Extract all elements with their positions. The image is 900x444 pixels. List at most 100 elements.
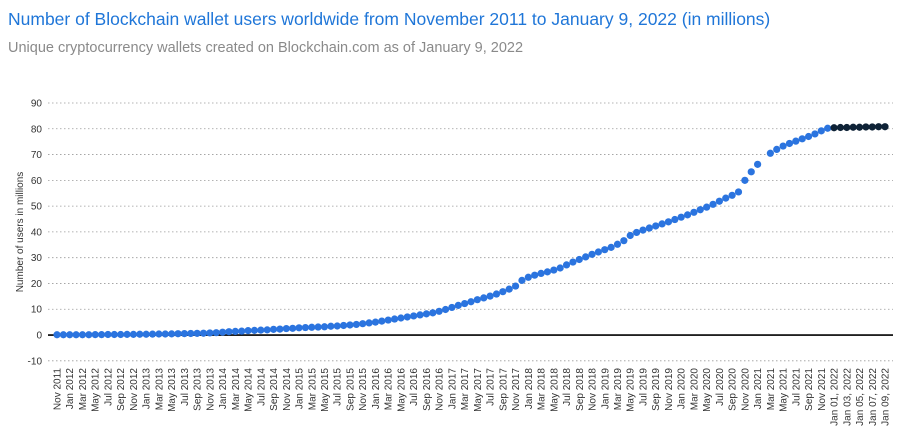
data-point <box>136 330 144 338</box>
data-point <box>410 312 418 320</box>
y-tick-label: 30 <box>31 253 43 264</box>
data-point <box>435 307 443 315</box>
data-point <box>53 331 61 339</box>
data-point <box>633 228 641 237</box>
x-tick-label: Jul 2017 <box>486 368 497 406</box>
data-point <box>263 326 271 334</box>
data-point <box>556 264 564 272</box>
x-tick-label: Jan 01, 2022 <box>830 368 841 426</box>
data-point <box>206 329 214 337</box>
x-tick-label: May 2014 <box>244 368 255 412</box>
x-tick-label: Jan 2021 <box>753 368 764 410</box>
x-tick-label: Sep 2020 <box>728 368 739 411</box>
data-point <box>683 211 692 219</box>
x-tick-label: May 2018 <box>549 368 560 412</box>
x-tick-label: May 2017 <box>473 368 484 412</box>
x-tick-label: May 2020 <box>702 368 713 412</box>
data-point <box>620 237 628 245</box>
x-tick-label: Jan 2014 <box>218 368 229 410</box>
data-point <box>467 298 475 306</box>
x-tick-label: Jul 2021 <box>791 368 802 406</box>
x-tick-label: Sep 2015 <box>345 368 356 411</box>
data-point <box>881 123 889 131</box>
data-point <box>448 303 456 312</box>
x-tick-label: Sep 2016 <box>422 368 433 411</box>
data-point <box>773 145 781 154</box>
data-point <box>91 331 99 339</box>
data-point <box>582 253 590 261</box>
data-point <box>798 135 806 143</box>
data-point <box>499 288 507 296</box>
y-tick-label: 80 <box>31 124 43 135</box>
data-point <box>785 139 794 148</box>
data-point <box>734 188 743 196</box>
data-point <box>575 255 583 264</box>
x-tick-label: Sep 2013 <box>193 368 204 411</box>
data-point <box>804 132 813 141</box>
data-point <box>238 327 246 335</box>
data-point <box>97 331 106 339</box>
data-point <box>709 200 717 208</box>
data-point <box>422 310 431 318</box>
y-tick-label: 50 <box>31 202 43 213</box>
x-tick-label: Mar 2021 <box>766 368 777 411</box>
data-point <box>429 309 437 317</box>
data-point <box>378 317 386 325</box>
data-point <box>639 226 647 234</box>
data-point <box>741 176 749 184</box>
data-point <box>843 123 851 132</box>
x-tick-label: Sep 2017 <box>498 368 509 411</box>
data-point <box>550 266 558 274</box>
x-tick-label: May 2013 <box>167 368 178 412</box>
data-point <box>473 296 481 304</box>
data-point <box>588 250 596 258</box>
x-tick-label: Jan 2020 <box>677 368 688 410</box>
data-point <box>403 313 411 321</box>
data-point <box>59 331 67 339</box>
y-tick-label: 40 <box>31 227 43 238</box>
data-point <box>664 218 673 226</box>
data-point <box>301 323 309 332</box>
data-point <box>104 330 112 339</box>
data-point <box>754 160 762 168</box>
x-tick-label: Jul 2012 <box>103 368 114 406</box>
data-point <box>365 319 373 327</box>
data-point <box>219 328 227 336</box>
data-point <box>569 258 577 266</box>
data-point <box>836 123 845 132</box>
x-tick-label: May 2021 <box>779 368 790 412</box>
data-point <box>359 320 367 328</box>
x-tick-label: Nov 2012 <box>129 368 140 411</box>
data-point <box>613 240 622 248</box>
x-tick-label: Jul 2019 <box>638 368 649 406</box>
x-tick-label: Mar 2018 <box>537 368 548 411</box>
x-tick-label: Jan 2013 <box>142 368 153 410</box>
x-tick-label: Sep 2021 <box>804 368 815 411</box>
data-point <box>78 331 87 339</box>
x-tick-label: Jul 2020 <box>715 368 726 406</box>
data-point <box>397 314 405 322</box>
x-tick-label: Nov 2014 <box>282 368 293 411</box>
data-point <box>174 330 182 338</box>
data-point <box>811 130 819 138</box>
data-point <box>193 329 201 337</box>
data-point <box>161 330 169 338</box>
data-point <box>562 261 571 269</box>
data-point <box>308 323 316 331</box>
data-point <box>817 127 825 135</box>
data-point <box>518 276 526 284</box>
data-point <box>626 231 634 240</box>
data-point <box>531 271 539 279</box>
x-tick-label: Mar 2014 <box>231 368 242 411</box>
data-point <box>722 194 730 202</box>
y-tick-label: 20 <box>31 279 43 290</box>
x-tick-label: Jan 03, 2022 <box>842 368 853 426</box>
data-point <box>117 330 125 339</box>
chart-title: Number of Blockchain wallet users worldw… <box>8 9 770 29</box>
x-tick-label: Jan 2019 <box>600 368 611 410</box>
data-point <box>658 220 666 228</box>
x-tick-label: Sep 2019 <box>651 368 662 411</box>
x-tick-label: Jan 2017 <box>447 368 458 410</box>
data-point <box>524 273 532 281</box>
data-point <box>340 321 348 330</box>
